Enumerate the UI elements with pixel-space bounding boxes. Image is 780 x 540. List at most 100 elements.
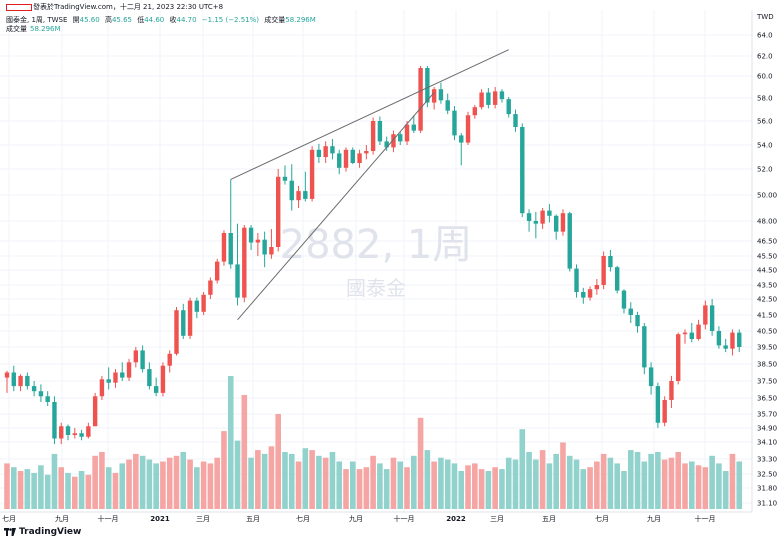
price-tick-label: 62.0 bbox=[757, 53, 773, 61]
volume-bar bbox=[51, 453, 58, 509]
candle-body bbox=[472, 107, 478, 116]
candle-body bbox=[621, 290, 627, 309]
volume-bar bbox=[526, 452, 532, 509]
volume-bar bbox=[580, 469, 587, 509]
volume-bar bbox=[214, 457, 220, 509]
candle-body bbox=[52, 402, 57, 439]
publish-info: 發表於TradingView.com，十二月 21, 2023 22:30 UT… bbox=[6, 3, 223, 12]
candle-body bbox=[499, 91, 505, 100]
candle-body bbox=[601, 256, 606, 285]
volume-bar bbox=[44, 474, 51, 509]
candle-body bbox=[560, 213, 566, 232]
candle-body bbox=[438, 89, 444, 101]
volume-bar bbox=[187, 459, 193, 509]
candle-body bbox=[689, 332, 694, 339]
volume-bar bbox=[146, 459, 153, 509]
candle-body bbox=[255, 239, 261, 243]
time-tick-label: 七月 bbox=[296, 514, 310, 523]
candle-body bbox=[608, 256, 613, 268]
price-tick-label: 36.50 bbox=[757, 395, 777, 403]
trendline[interactable] bbox=[230, 49, 509, 180]
candle-body bbox=[411, 124, 416, 131]
candle-body bbox=[167, 353, 172, 366]
candle-body bbox=[547, 210, 552, 216]
volume-bar bbox=[634, 452, 641, 509]
candle-body bbox=[330, 146, 335, 154]
price-tick-label: 34.10 bbox=[757, 439, 777, 447]
candle-body bbox=[208, 280, 213, 295]
candle-body bbox=[337, 153, 342, 168]
time-axis[interactable]: 七月 九月 十一月 2021 三月 五月 七月 九月 十一月 2022 三月 五月 七月 九月 十一月 bbox=[2, 514, 716, 523]
volume-bar bbox=[31, 472, 37, 509]
volume-bar bbox=[105, 467, 112, 509]
volume-bar bbox=[722, 471, 729, 509]
candle-body bbox=[662, 400, 667, 423]
price-axis[interactable]: 64.0 62.0 60.0 58.0 56.0 54.0 52.0 50.00 48.00 46… bbox=[757, 32, 777, 508]
candle-body bbox=[92, 396, 98, 427]
volume-indicator-label[interactable]: 成交量 bbox=[6, 25, 27, 33]
volume-bar bbox=[566, 455, 573, 509]
volume-bar bbox=[78, 471, 85, 509]
volume-bar bbox=[594, 461, 600, 509]
candle-body bbox=[526, 213, 532, 221]
trendline[interactable] bbox=[237, 92, 435, 321]
candle-body bbox=[425, 68, 430, 103]
grid-lines bbox=[0, 10, 752, 512]
candle-body bbox=[703, 305, 708, 325]
candle-body bbox=[309, 149, 315, 199]
candle-body bbox=[276, 176, 281, 247]
candle-body bbox=[140, 350, 145, 370]
price-tick-label: 38.50 bbox=[757, 361, 777, 369]
candle-body bbox=[86, 426, 91, 437]
price-tick-label: 31.80 bbox=[757, 485, 777, 493]
candle-body bbox=[350, 149, 355, 163]
time-tick-label: 十一月 bbox=[394, 514, 415, 523]
volume-bar bbox=[24, 469, 31, 509]
volume-bar bbox=[92, 455, 98, 509]
candle-body bbox=[303, 191, 308, 199]
volume-bar bbox=[444, 459, 451, 509]
candle-body bbox=[221, 233, 227, 262]
candle-body bbox=[187, 300, 193, 336]
volume-bar bbox=[417, 417, 424, 509]
price-tick-label: 58.0 bbox=[757, 95, 773, 103]
price-tick-label: 64.0 bbox=[757, 32, 773, 40]
price-tick-label: 44.50 bbox=[757, 267, 777, 275]
candle-body bbox=[296, 191, 301, 201]
price-tick-label: 41.50 bbox=[757, 312, 777, 320]
watermark-name: 國泰金 bbox=[346, 276, 406, 300]
candle-body bbox=[201, 294, 206, 312]
candle-body bbox=[11, 372, 16, 387]
candle-body bbox=[642, 326, 647, 368]
volume-bar bbox=[180, 452, 187, 509]
candle-body bbox=[635, 315, 640, 327]
volume-bar bbox=[553, 453, 559, 509]
symbol-label[interactable]: 國泰金, 1周, TWSE bbox=[6, 16, 68, 24]
price-tick-label: 40.50 bbox=[757, 328, 777, 336]
candle-body bbox=[25, 375, 30, 387]
tradingview-footer[interactable]: TradingView bbox=[4, 527, 81, 537]
candle-body bbox=[533, 221, 539, 224]
volume-bar bbox=[370, 455, 376, 509]
candle-body bbox=[452, 110, 457, 136]
volume-bar bbox=[533, 459, 539, 509]
time-tick-label: 七月 bbox=[595, 514, 609, 523]
high-value: 45.65 bbox=[111, 16, 132, 24]
candle-body bbox=[628, 308, 633, 315]
price-tick-label: 39.50 bbox=[757, 344, 777, 352]
candle-body bbox=[418, 68, 423, 131]
candle-body bbox=[682, 332, 688, 335]
volume-bar bbox=[227, 376, 234, 509]
volume-bar bbox=[736, 461, 743, 509]
price-tick-label: 43.50 bbox=[757, 282, 777, 290]
candle-body bbox=[289, 180, 294, 201]
candle-body bbox=[4, 372, 10, 378]
volume-bar bbox=[302, 448, 309, 509]
candle-body bbox=[147, 369, 152, 387]
volume-legend[interactable]: 成交量 58.296M bbox=[6, 25, 61, 34]
candle-body bbox=[323, 146, 328, 157]
price-tick-label: 31.10 bbox=[757, 500, 777, 508]
ohlc-legend[interactable]: 國泰金, 1周, TWSE 開45.60 高45.65 低44.60 收44.7… bbox=[6, 16, 316, 25]
candle-body bbox=[181, 310, 186, 336]
